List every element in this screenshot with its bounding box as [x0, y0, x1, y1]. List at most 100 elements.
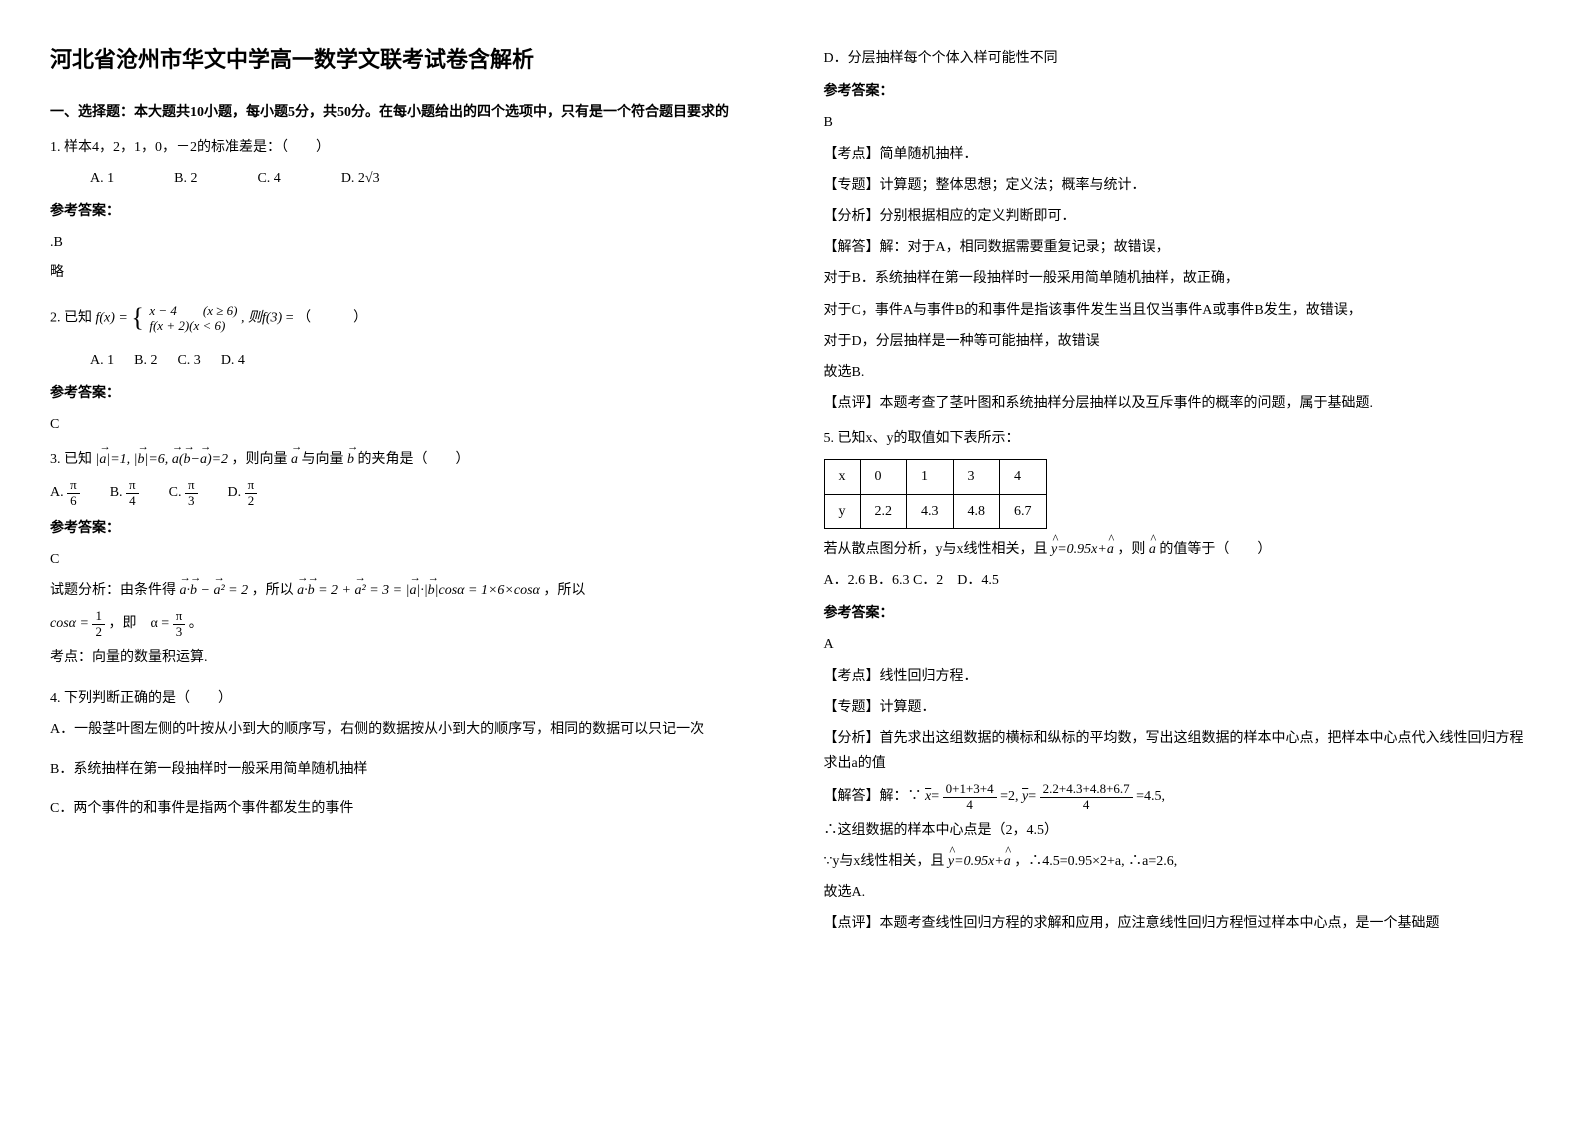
q5-jieda-prefix: 【解答】解：∵ — [824, 789, 922, 804]
cell: 2.2 — [860, 494, 907, 528]
q2-opt-b: B. 2 — [134, 348, 157, 373]
cell: 0 — [860, 460, 907, 494]
q5-line2: ∴这组数据的样本中心点是（2，4.5） — [824, 818, 1538, 843]
cell: 4.3 — [907, 494, 954, 528]
q2-options: A. 1 B. 2 C. 3 D. 4 — [90, 348, 764, 373]
q5-fenxi: 【分析】首先求出这组数据的横标和纵标的平均数，写出这组数据的样本中心点，把样本中… — [824, 726, 1538, 776]
q2-answer: C — [50, 412, 764, 437]
table-row: y 2.2 4.3 4.8 6.7 — [824, 494, 1046, 528]
cell: y — [824, 494, 860, 528]
q3-opt-c: C. π3 — [169, 478, 198, 508]
q4-jieda1: 【解答】解：对于A，相同数据需要重复记录；故错误， — [824, 235, 1538, 260]
q3-cond: |a|=1, |b|=6, a(b−a)=2 — [96, 452, 229, 467]
q3-opt-b: B. π4 — [110, 478, 139, 508]
q5-table: x 0 1 3 4 y 2.2 4.3 4.8 6.7 — [824, 459, 1047, 528]
q4-answer-label: 参考答案： — [824, 79, 1538, 104]
cell: 1 — [907, 460, 954, 494]
q3-analysis2: cosα = 12 ，即 α = π3 。 — [50, 609, 764, 639]
q3-cos-frac: 12 — [92, 609, 105, 639]
q3-analysis1: 试题分析：由条件得 a·b − a² = 2 ，所以 a·b = 2 + a² … — [50, 578, 764, 603]
q4-dianping: 【点评】本题考查了茎叶图和系统抽样分层抽样以及互斥事件的概率的问题，属于基础题. — [824, 391, 1538, 416]
q5-body: 若从散点图分析，y与x线性相关，且 y=0.95x+a ，则 a 的值等于（ ） — [824, 537, 1538, 562]
q1-opt-a: A. 1 — [90, 166, 114, 191]
q3-tail2: ，所以 — [543, 583, 585, 598]
q5-eq: y=0.95x+a — [1051, 542, 1114, 557]
q3-alpha-frac: π3 — [173, 609, 186, 639]
q2-opt-a: A. 1 — [90, 348, 114, 373]
q5-zhuanti: 【专题】计算题． — [824, 695, 1538, 720]
q4-opt-a: A．一般茎叶图左侧的叶按从小到大的顺序写，右侧的数据按从小到大的顺序写，相同的数… — [50, 717, 764, 742]
q4-opt-c: C．两个事件的和事件是指两个事件都发生的事件 — [50, 796, 764, 821]
q3-dot: 。 — [189, 616, 203, 631]
q5-yeq: =4.5, — [1136, 789, 1165, 804]
cell: x — [824, 460, 860, 494]
q4-guxuan: 故选B. — [824, 360, 1538, 385]
q5-line3: ∵y与x线性相关，且 y=0.95x+a ，∴4.5=0.95×2+a, ∴a=… — [824, 849, 1538, 874]
q1-opt-c: C. 4 — [257, 166, 280, 191]
q2-opt-c: C. 3 — [177, 348, 200, 373]
q5-l3b: y=0.95x+a — [948, 854, 1011, 869]
q3-answer: C — [50, 547, 764, 572]
q4-jieda4: 对于D，分层抽样是一种等可能抽样，故错误 — [824, 329, 1538, 354]
q4-opt-d: D．分层抽样每个个体入样可能性不同 — [824, 46, 1538, 71]
q3-options: A. π6 B. π4 C. π3 D. π2 — [50, 478, 764, 508]
q3-opt-a: A. π6 — [50, 478, 80, 508]
q2-then: , 则f(3) — [241, 310, 282, 325]
page-title: 河北省沧州市华文中学高一数学文联考试卷含解析 — [50, 40, 764, 80]
brace-icon: { — [131, 303, 143, 332]
q5-text: 5. 已知x、y的取值如下表所示： — [824, 426, 1538, 451]
q5-xeq: =2, — [1000, 789, 1018, 804]
q5-kaodian: 【考点】线性回归方程． — [824, 664, 1538, 689]
q4-kaodian: 【考点】简单随机抽样． — [824, 142, 1538, 167]
q4-opt-b: B．系统抽样在第一段抽样时一般采用简单随机抽样 — [50, 757, 764, 782]
q4-answer: B — [824, 110, 1538, 135]
q2-prefix: 2. 已知 — [50, 310, 92, 325]
q5-ybar: y — [1022, 789, 1028, 804]
q3-step1: a·b − a² = 2 — [180, 583, 249, 598]
q1-options: A. 1 B. 2 C. 4 D. 2√3 — [90, 166, 764, 191]
q3-prefix: 3. 已知 — [50, 452, 92, 467]
q5-body2: ，则 a 的值等于（ ） — [1117, 542, 1271, 557]
left-column: 河北省沧州市华文中学高一数学文联考试卷含解析 一、选择题：本大题共10小题，每小… — [50, 40, 764, 1082]
q5-answer-label: 参考答案： — [824, 601, 1538, 626]
q2-tail: = （ ） — [286, 310, 367, 325]
q5-x-frac: 0+1+3+44 — [943, 782, 997, 812]
q4-jieda3: 对于C，事件A与事件B的和事件是指该事件发生当且仅当事件A或事件B发生，故错误， — [824, 298, 1538, 323]
q3-ana-prefix: 试题分析：由条件得 — [50, 583, 176, 598]
q2-flhs: f(x) = — [96, 310, 128, 325]
cell: 4 — [1000, 460, 1047, 494]
q5-xbar: x — [925, 789, 931, 804]
q2-opt-d: D. 4 — [221, 348, 245, 373]
q5-guxuan: 故选A. — [824, 880, 1538, 905]
cell: 6.7 — [1000, 494, 1047, 528]
q4-zhuanti: 【专题】计算题；整体思想；定义法；概率与统计． — [824, 173, 1538, 198]
q1-text: 1. 样本4，2，1，0，－2的标准差是：（ ） — [50, 135, 764, 160]
q3-opt-d: D. π2 — [228, 478, 258, 508]
q2-case2: f(x + 2)(x < 6) — [149, 318, 237, 334]
q4-jieda2: 对于B．系统抽样在第一段抽样时一般采用简单随机抽样，故正确， — [824, 266, 1538, 291]
q5-y-frac: 2.2+4.3+4.8+6.74 — [1040, 782, 1133, 812]
section-header: 一、选择题：本大题共10小题，每小题5分，共50分。在每小题给出的四个选项中，只… — [50, 100, 764, 125]
q5-jieda: 【解答】解：∵ x= 0+1+3+44 =2, y= 2.2+4.3+4.8+6… — [824, 782, 1538, 812]
q5-l3a: ∵y与x线性相关，且 — [824, 854, 945, 869]
q3-text: 3. 已知 |a|=1, |b|=6, a(b−a)=2 ，则向量 a 与向量 … — [50, 447, 764, 472]
q4-fenxi: 【分析】分别根据相应的定义判断即可． — [824, 204, 1538, 229]
q1-answer-label: 参考答案： — [50, 199, 764, 224]
q2-answer-label: 参考答案： — [50, 381, 764, 406]
q1-note: 略 — [50, 260, 764, 285]
q5-l3c: ，∴4.5=0.95×2+a, ∴a=2.6, — [1014, 854, 1177, 869]
q3-tail: ，则向量 a 与向量 b 的夹角是（ ） — [232, 452, 470, 467]
q3-answer-label: 参考答案： — [50, 516, 764, 541]
q2-case1: x − 4 (x ≥ 6) — [149, 303, 237, 319]
right-column: D．分层抽样每个个体入样可能性不同 参考答案： B 【考点】简单随机抽样． 【专… — [824, 40, 1538, 1082]
q4-text: 4. 下列判断正确的是（ ） — [50, 686, 764, 711]
cell: 3 — [953, 460, 1000, 494]
q3-step2: a·b = 2 + a² = 3 = |a|·|b|cosα = 1×6×cos… — [297, 583, 540, 598]
q1-opt-d: D. 2√3 — [341, 166, 380, 191]
q3-mid: ，所以 — [252, 583, 294, 598]
cell: 4.8 — [953, 494, 1000, 528]
q3-cos: cosα = — [50, 616, 89, 631]
q2-text: 2. 已知 f(x) = { x − 4 (x ≥ 6) f(x + 2)(x … — [50, 295, 764, 342]
q3-alpha-lhs: ，即 α = — [108, 616, 169, 631]
q5-options: A．2.6 B．6.3 C．2 D．4.5 — [824, 568, 1538, 593]
